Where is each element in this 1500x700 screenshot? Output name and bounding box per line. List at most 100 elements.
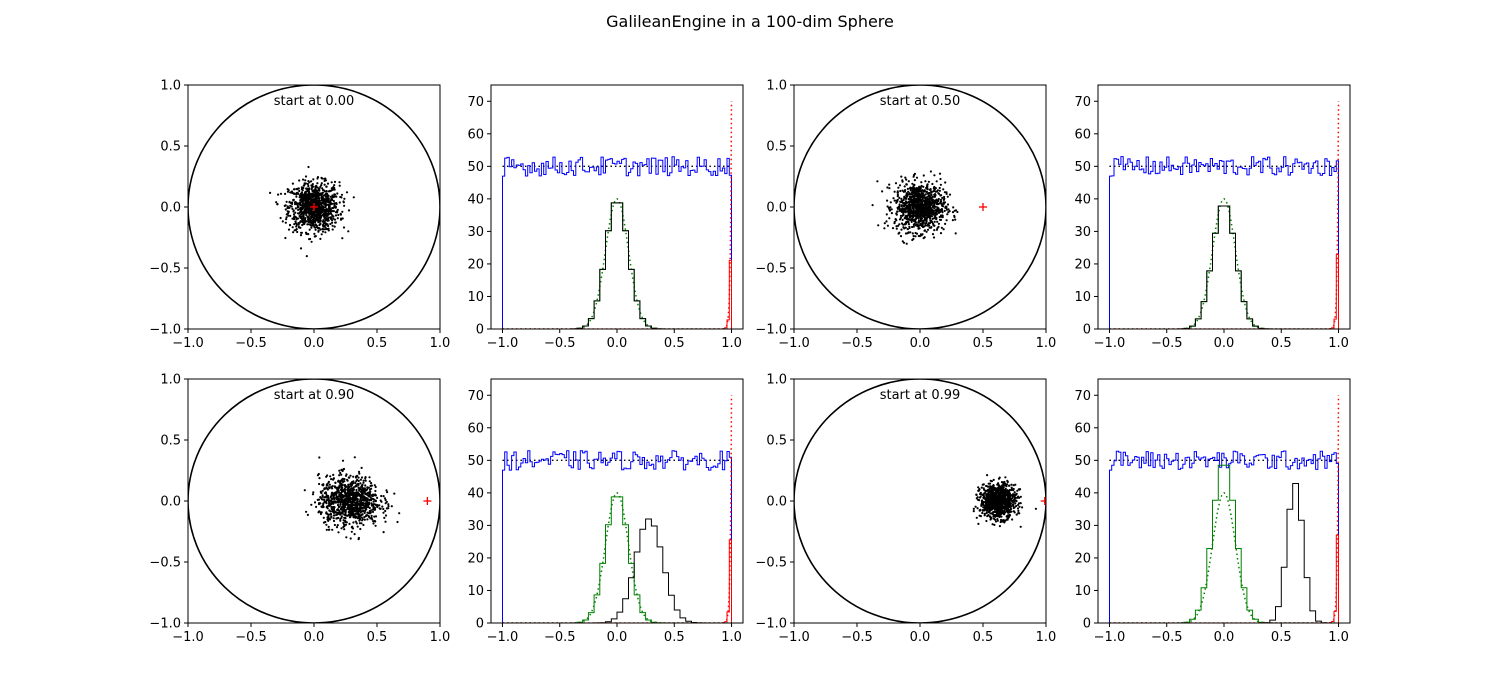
sample-point	[947, 211, 950, 214]
sample-point	[307, 215, 310, 218]
sample-point	[338, 469, 341, 472]
sample-point	[328, 509, 331, 512]
y-tick-label: 0.0	[766, 495, 787, 510]
y-tick-label: −1.0	[149, 323, 181, 338]
sample-point	[938, 218, 942, 221]
sample-point	[998, 505, 1001, 509]
sample-point	[341, 512, 344, 515]
sample-point	[1003, 490, 1006, 493]
sample-point	[999, 509, 1002, 512]
sample-point	[930, 210, 933, 213]
sample-point	[313, 213, 316, 216]
sample-point	[325, 499, 328, 502]
sample-point	[348, 476, 351, 479]
sample-point	[354, 503, 357, 507]
sample-point	[304, 208, 307, 211]
sample-point	[927, 213, 930, 216]
sample-point	[893, 222, 896, 225]
sample-point	[279, 216, 282, 220]
sample-point	[991, 506, 994, 510]
sample-point	[921, 198, 924, 201]
sample-point	[1018, 488, 1021, 491]
y-tick-label: −1.0	[149, 617, 181, 632]
sample-point	[919, 206, 922, 209]
sample-point	[899, 235, 903, 238]
sample-point	[298, 203, 301, 206]
sample-point	[330, 197, 333, 200]
sample-point	[907, 197, 910, 201]
y-tick-label: 10	[1074, 290, 1091, 305]
sample-point	[919, 215, 922, 218]
sample-point	[912, 207, 915, 210]
sample-point	[907, 223, 911, 226]
sample-point	[900, 228, 903, 231]
sample-point	[302, 184, 305, 187]
sample-point	[303, 222, 306, 225]
sample-point	[323, 220, 326, 223]
sample-point	[918, 219, 921, 222]
sample-point	[340, 489, 343, 492]
sample-point	[297, 223, 300, 226]
sample-point	[353, 456, 356, 459]
sample-point	[329, 208, 332, 211]
sample-point	[940, 226, 944, 229]
sample-point	[889, 201, 892, 204]
sample-point	[927, 202, 930, 205]
sample-point	[979, 495, 982, 498]
sample-point	[339, 213, 342, 216]
sample-point	[343, 504, 346, 507]
sample-point	[372, 503, 375, 506]
sample-point	[1006, 480, 1009, 484]
sample-point	[287, 228, 291, 231]
sample-point	[324, 231, 327, 234]
sample-point	[374, 489, 377, 493]
sample-point	[341, 459, 345, 462]
sample-point	[345, 500, 348, 503]
sample-point	[335, 517, 338, 520]
sample-point	[1017, 509, 1020, 512]
sample-point	[342, 525, 345, 529]
sample-point	[1014, 493, 1018, 496]
sample-point	[354, 515, 358, 519]
sample-point	[331, 487, 334, 490]
sample-point	[307, 233, 310, 236]
y-tick-label: 40	[467, 486, 484, 501]
sample-point	[289, 191, 292, 194]
sample-point	[304, 182, 307, 185]
sample-point	[383, 516, 386, 520]
sample-point	[373, 519, 376, 523]
black-histogram	[502, 518, 732, 623]
sample-point	[336, 217, 339, 220]
sample-point	[337, 505, 340, 509]
sample-point	[994, 513, 997, 517]
sample-point	[360, 501, 363, 504]
sample-point	[318, 477, 321, 480]
sample-point	[930, 196, 933, 199]
sample-point	[292, 216, 295, 219]
sample-point	[1004, 493, 1007, 496]
sample-point	[1010, 505, 1013, 508]
sample-point	[886, 199, 889, 202]
sample-point	[331, 528, 334, 531]
sample-point	[321, 495, 324, 498]
sample-point	[296, 202, 299, 205]
sample-point	[906, 193, 909, 196]
sample-point	[932, 201, 935, 204]
sample-point	[319, 222, 322, 225]
sample-point	[898, 209, 901, 212]
sample-point	[1001, 493, 1004, 496]
sample-point	[986, 492, 989, 496]
sample-point	[359, 506, 362, 509]
sample-point	[928, 226, 931, 229]
sample-point	[985, 511, 988, 515]
sample-point	[335, 495, 338, 499]
sample-point	[983, 512, 986, 515]
sample-point	[345, 508, 348, 511]
y-tick-label: 0.5	[766, 140, 787, 155]
sample-point	[987, 485, 990, 488]
sample-point	[305, 200, 308, 203]
sample-point	[304, 175, 308, 178]
sample-point	[972, 510, 975, 513]
sample-point	[899, 189, 902, 193]
sample-point	[1011, 497, 1014, 500]
